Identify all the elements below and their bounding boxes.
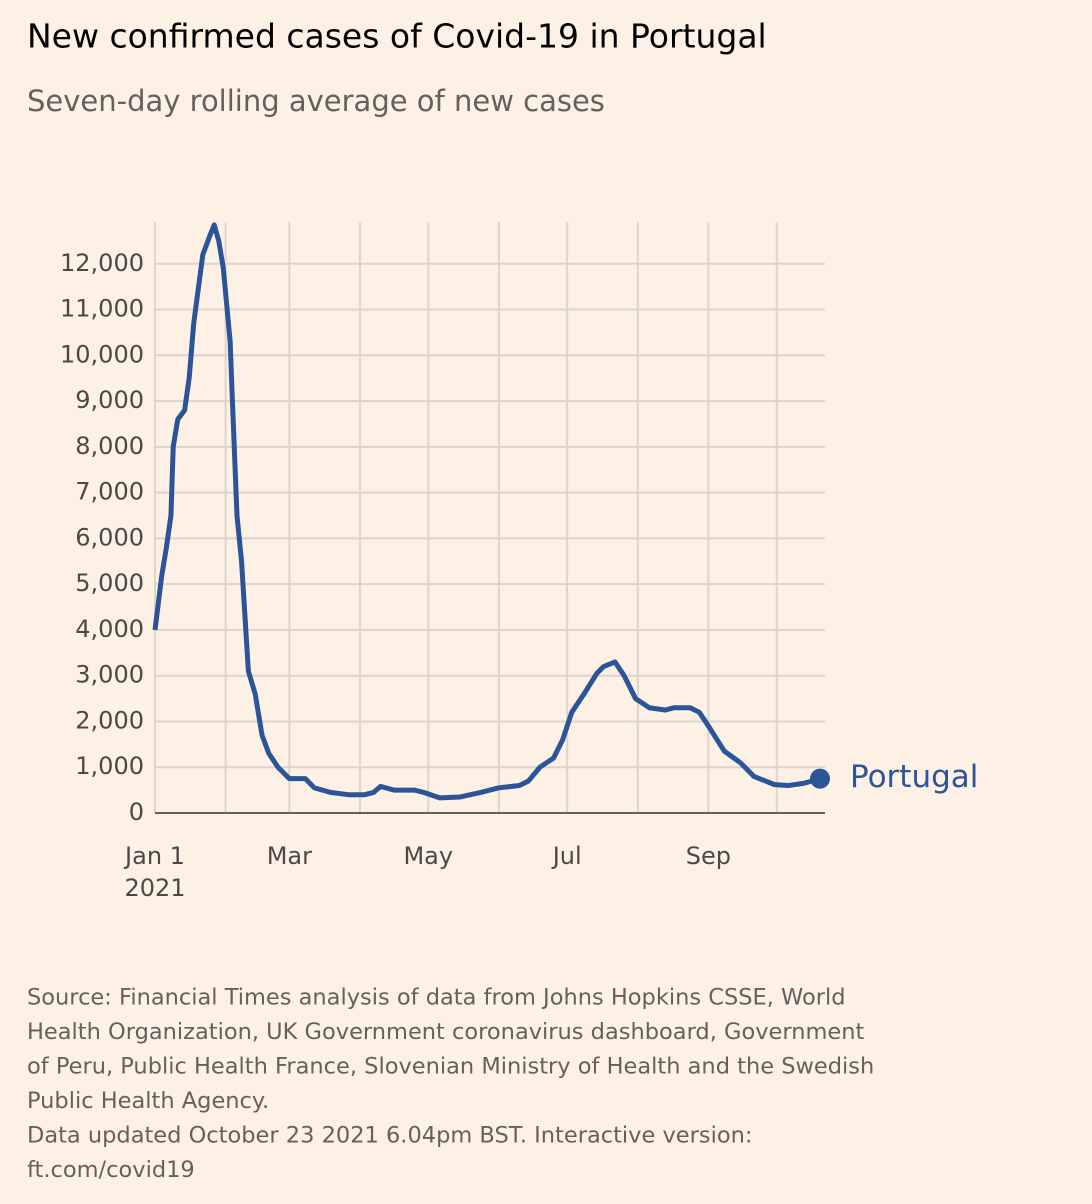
y-tick-label: 7,000 <box>75 478 144 506</box>
y-tick-label: 10,000 <box>60 340 144 368</box>
footer-text: Source: Financial Times analysis of data… <box>27 985 846 1011</box>
y-tick-label: 6,000 <box>75 523 144 551</box>
y-tick-label: 3,000 <box>75 661 144 689</box>
x-tick-label: Jul <box>551 842 582 870</box>
footer-text: of Peru, Public Health France, Slovenian… <box>27 1054 874 1080</box>
series-label: Portugal <box>850 759 978 795</box>
y-tick-label: 0 <box>129 798 144 826</box>
y-tick-label: 12,000 <box>60 249 144 277</box>
footer-text: Public Health Agency. <box>27 1088 269 1114</box>
x-tick-label: Jan 1 <box>123 842 185 870</box>
y-tick-label: 2,000 <box>75 706 144 734</box>
footer-text: Data updated October 23 2021 6.04pm BST.… <box>27 1123 752 1149</box>
y-tick-label: 9,000 <box>75 386 144 414</box>
y-tick-label: 8,000 <box>75 432 144 460</box>
series-line <box>152 222 821 801</box>
y-tick-label: 11,000 <box>60 295 144 323</box>
y-tick-label: 5,000 <box>75 569 144 597</box>
footer-text: Health Organization, UK Government coron… <box>27 1019 865 1045</box>
chart-title: New confirmed cases of Covid-19 in Portu… <box>27 17 767 56</box>
x-tick-label: Sep <box>686 842 731 870</box>
end-dot <box>810 768 830 789</box>
chart-subtitle: Seven-day rolling average of new cases <box>27 84 605 118</box>
y-tick-label: 1,000 <box>75 752 144 780</box>
footer-text: ft.com/covid19 <box>27 1157 195 1183</box>
x-tick-label: Mar <box>267 842 312 870</box>
y-tick-label: 4,000 <box>75 615 144 643</box>
x-tick-label: May <box>403 842 453 870</box>
x-year-label: 2021 <box>124 874 185 902</box>
